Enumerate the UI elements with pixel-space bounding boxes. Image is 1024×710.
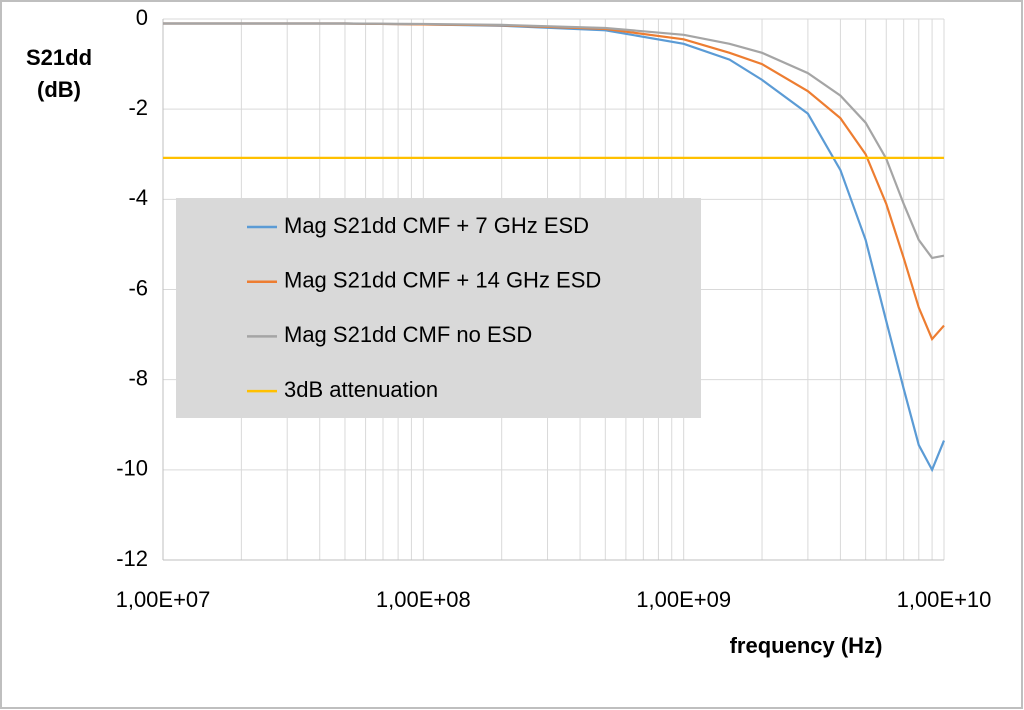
legend-label: 3dB attenuation [284, 377, 438, 402]
legend-label: Mag S21dd CMF no ESD [284, 322, 532, 347]
y-tick-label: -2 [128, 95, 148, 120]
x-axis-label: frequency (Hz) [730, 633, 883, 658]
legend-label: Mag S21dd CMF + 7 GHz ESD [284, 213, 589, 238]
legend-box [176, 198, 701, 418]
y-tick-label: -8 [128, 365, 148, 390]
y-axis-label: S21dd (dB) [25, 45, 93, 102]
y-tick-label: -6 [128, 275, 148, 300]
y-tick-label: -12 [116, 546, 148, 571]
legend-label: Mag S21dd CMF + 14 GHz ESD [284, 268, 601, 293]
y-tick-label: 0 [136, 5, 148, 30]
x-tick-label: 1,00E+10 [897, 587, 992, 612]
x-tick-label: 1,00E+08 [376, 587, 471, 612]
y-tick-label: -10 [116, 456, 148, 481]
y-tick-label: -4 [128, 185, 148, 210]
x-tick-label: 1,00E+07 [116, 587, 211, 612]
legend: Mag S21dd CMF + 7 GHz ESD Mag S21dd CMF +… [176, 198, 701, 418]
x-tick-label: 1,00E+09 [636, 587, 731, 612]
series-line [163, 22, 945, 260]
